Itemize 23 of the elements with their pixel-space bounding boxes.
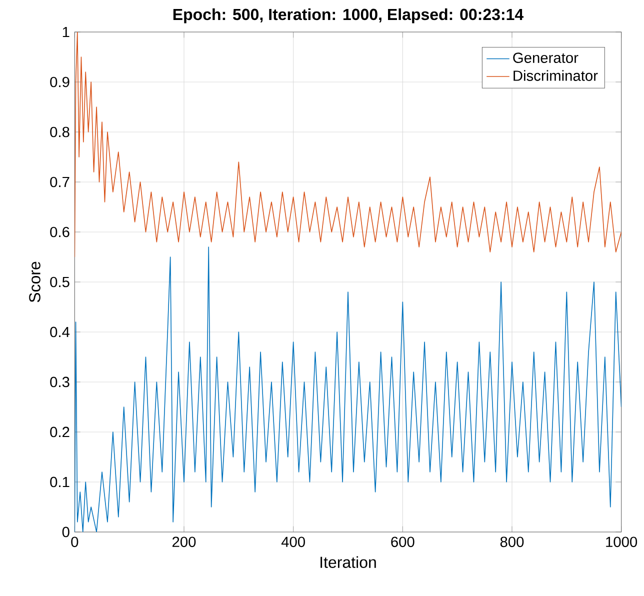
- y-tick-label: 0.5: [50, 276, 70, 288]
- y-tick-label: 0.2: [50, 426, 70, 438]
- x-tick-label: 200: [172, 536, 196, 548]
- y-tick-label: 0.3: [50, 376, 70, 388]
- y-tick-label: 0.8: [50, 126, 70, 138]
- y-tick-label: 1: [62, 26, 70, 38]
- y-tick-label: 0: [62, 526, 70, 538]
- y-axis-title: Score: [29, 262, 40, 302]
- y-tick-label: 0.7: [50, 176, 70, 188]
- y-tick-label: 0.6: [50, 226, 70, 238]
- x-tick-label: 0: [71, 536, 78, 548]
- y-tick-label: 0.9: [50, 76, 70, 88]
- chart-title: Epoch: 500, Iteration: 1000, Elapsed: 00:23:14: [173, 8, 524, 24]
- x-axis-title: Iteration: [320, 556, 376, 568]
- x-tick-label: 1000: [606, 536, 638, 548]
- y-tick-label: 0.1: [50, 476, 70, 488]
- legend-label: Discriminator: [514, 70, 598, 81]
- y-tick-label: 0.4: [50, 326, 70, 338]
- x-tick-label: 400: [281, 536, 305, 548]
- x-tick-label: 800: [500, 536, 524, 548]
- line-series: [74, 246, 622, 532]
- legend-label: Generator: [513, 52, 578, 63]
- x-tick-label: 600: [391, 536, 414, 548]
